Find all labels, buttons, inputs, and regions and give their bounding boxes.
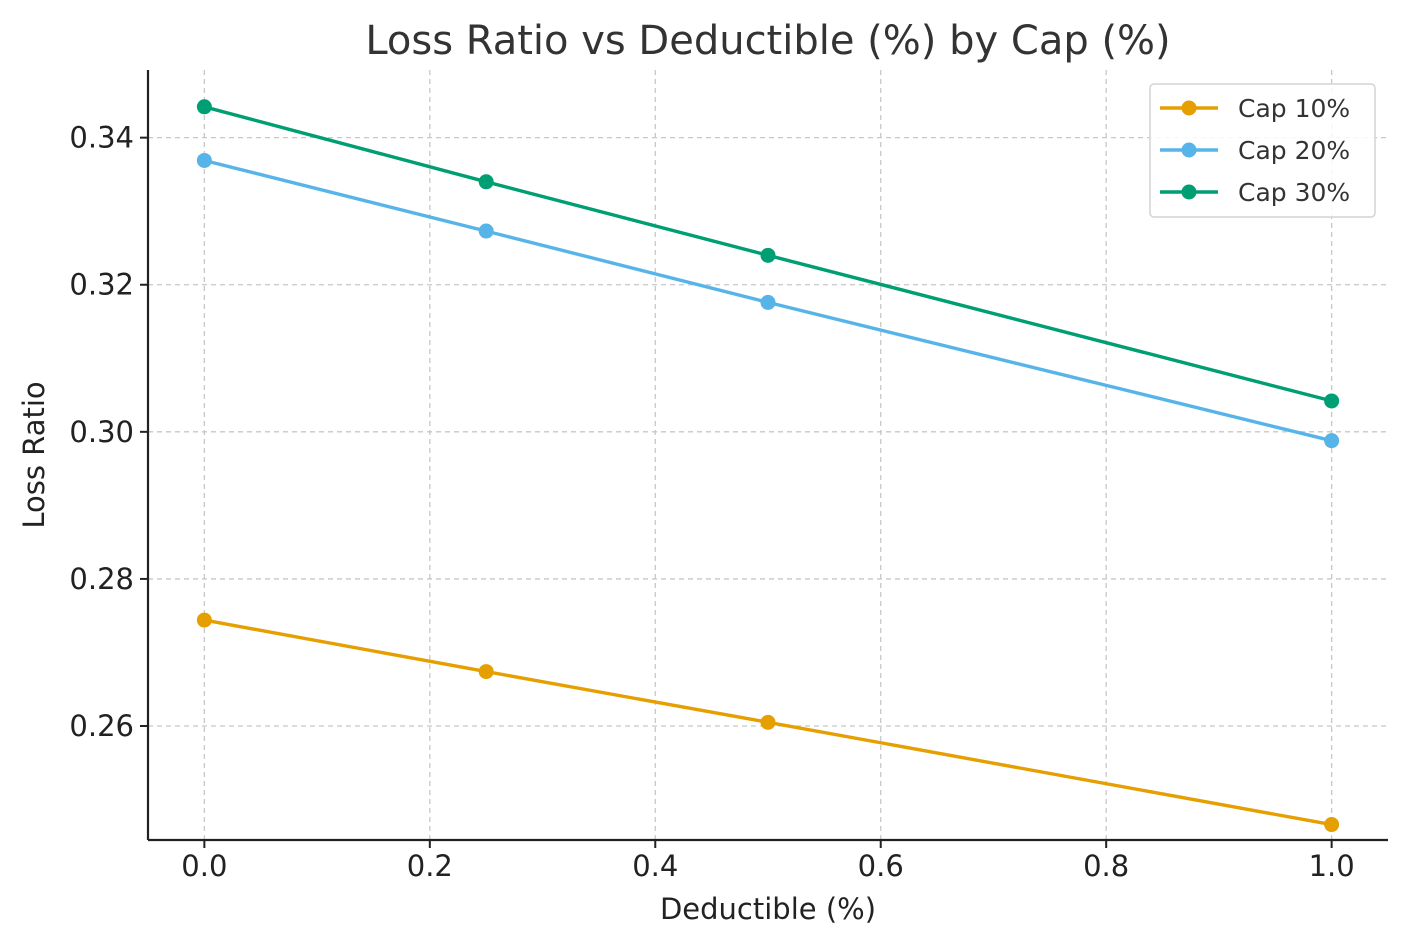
- x-axis-label: Deductible (%): [660, 892, 876, 926]
- y-axis-label: Loss Ratio: [17, 381, 51, 528]
- chart-title: Loss Ratio vs Deductible (%) by Cap (%): [365, 18, 1170, 64]
- y-tick-label: 0.30: [69, 415, 134, 449]
- legend-marker: [1181, 184, 1197, 200]
- legend-label: Cap 20%: [1238, 136, 1350, 165]
- legend-marker: [1181, 142, 1197, 158]
- data-point: [1324, 817, 1340, 833]
- series-line: [202, 618, 1334, 827]
- series-line: [202, 158, 1334, 443]
- data-point: [1324, 433, 1340, 449]
- series-line: [202, 105, 1334, 403]
- axes: [146, 70, 1388, 842]
- plot-series: [196, 99, 1340, 833]
- x-tick-label: 0.2: [407, 849, 453, 883]
- data-point: [760, 294, 776, 310]
- y-tick-label: 0.26: [69, 709, 134, 743]
- legend-label: Cap 10%: [1238, 94, 1350, 123]
- y-tick-label: 0.28: [69, 562, 134, 596]
- x-tick-label: 0.4: [632, 849, 678, 883]
- y-tick-label: 0.34: [69, 121, 134, 155]
- series-1: [196, 612, 1340, 833]
- legend-label: Cap 30%: [1238, 178, 1350, 207]
- legend-item: Cap 20%: [1160, 136, 1350, 165]
- legend-item: Cap 30%: [1160, 178, 1350, 207]
- data-point: [196, 99, 212, 115]
- series-2: [196, 152, 1340, 449]
- x-tick-label: 0.0: [181, 849, 227, 883]
- legend: Cap 10% Cap 20% Cap 30%: [1149, 83, 1376, 218]
- data-point: [760, 714, 776, 730]
- data-point: [196, 612, 212, 628]
- data-point: [478, 223, 494, 239]
- data-point: [1324, 393, 1340, 409]
- y-tick-label: 0.32: [69, 268, 134, 302]
- legend-box: [1149, 83, 1376, 218]
- legend-marker: [1181, 100, 1197, 116]
- x-tick-label: 1.0: [1309, 849, 1355, 883]
- data-point: [760, 247, 776, 263]
- x-tick-label: 0.8: [1083, 849, 1129, 883]
- data-point: [196, 152, 212, 168]
- x-tick-label: 0.6: [858, 849, 904, 883]
- series-3: [196, 99, 1340, 409]
- data-point: [478, 174, 494, 190]
- legend-item: Cap 10%: [1160, 94, 1350, 123]
- tick-labels: 0.0 0.2 0.4 0.6 0.8 1.0 0.26 0.28 0.30 0.32 0.34: [69, 121, 1354, 883]
- data-point: [478, 664, 494, 680]
